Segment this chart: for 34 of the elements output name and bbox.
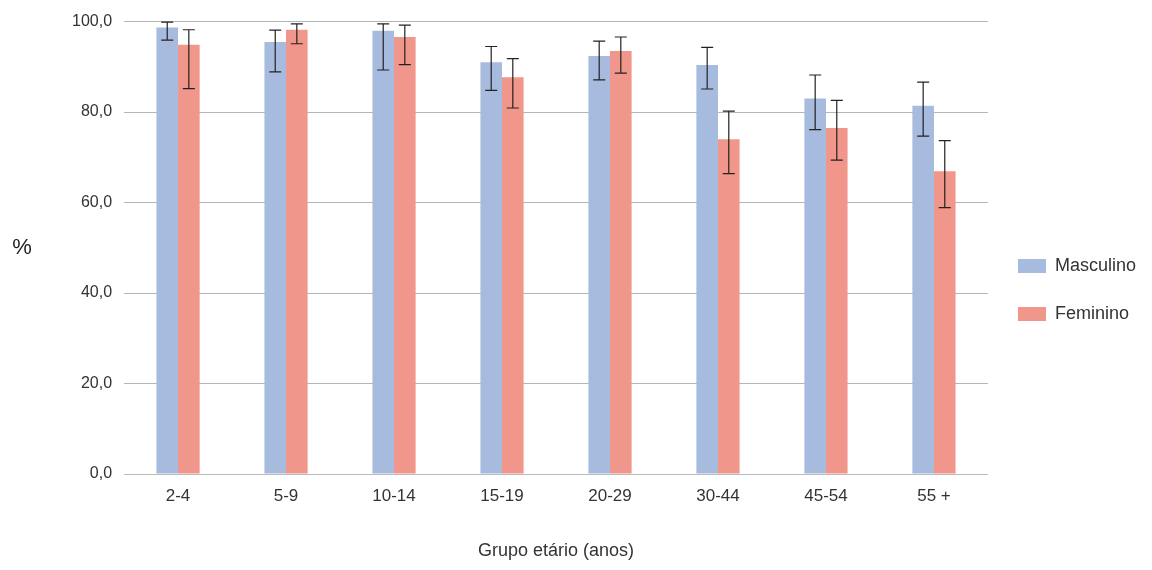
bar <box>588 55 610 474</box>
y-tick-label: 20,0 <box>80 373 113 391</box>
legend-label: Masculino <box>1054 254 1137 275</box>
x-tick-label: 2-4 <box>165 485 191 505</box>
bar <box>394 36 416 474</box>
y-tick-label: 80,0 <box>80 102 113 120</box>
x-tick-label: 10-14 <box>372 485 416 505</box>
x-axis-title: Grupo etário (anos) <box>477 540 635 561</box>
bar <box>502 77 524 474</box>
bar <box>480 62 503 474</box>
bar <box>696 65 718 474</box>
bar <box>912 105 934 474</box>
bar <box>933 171 956 474</box>
legend-label: Feminino <box>1054 302 1129 323</box>
x-tick-label: 45-54 <box>804 485 848 505</box>
bar <box>717 139 740 474</box>
bar <box>372 30 395 474</box>
y-tick-label: 100,0 <box>71 12 113 30</box>
x-tick-label: 55 + <box>917 485 951 505</box>
bar <box>178 44 200 474</box>
x-tick-label: 5-9 <box>273 485 299 505</box>
x-tick-label: 15-19 <box>480 485 524 505</box>
bar <box>264 41 287 474</box>
bar <box>156 27 179 474</box>
bar <box>286 29 308 474</box>
bar <box>804 98 826 474</box>
x-tick-label: 20-29 <box>588 485 632 505</box>
y-tick-label: 40,0 <box>80 283 113 301</box>
bar <box>825 127 848 474</box>
bar <box>610 51 632 474</box>
x-tick-label: 30-44 <box>696 485 740 505</box>
y-tick-label: 0,0 <box>89 464 113 482</box>
y-axis-title: % <box>12 233 32 259</box>
y-tick-label: 60,0 <box>80 192 113 210</box>
